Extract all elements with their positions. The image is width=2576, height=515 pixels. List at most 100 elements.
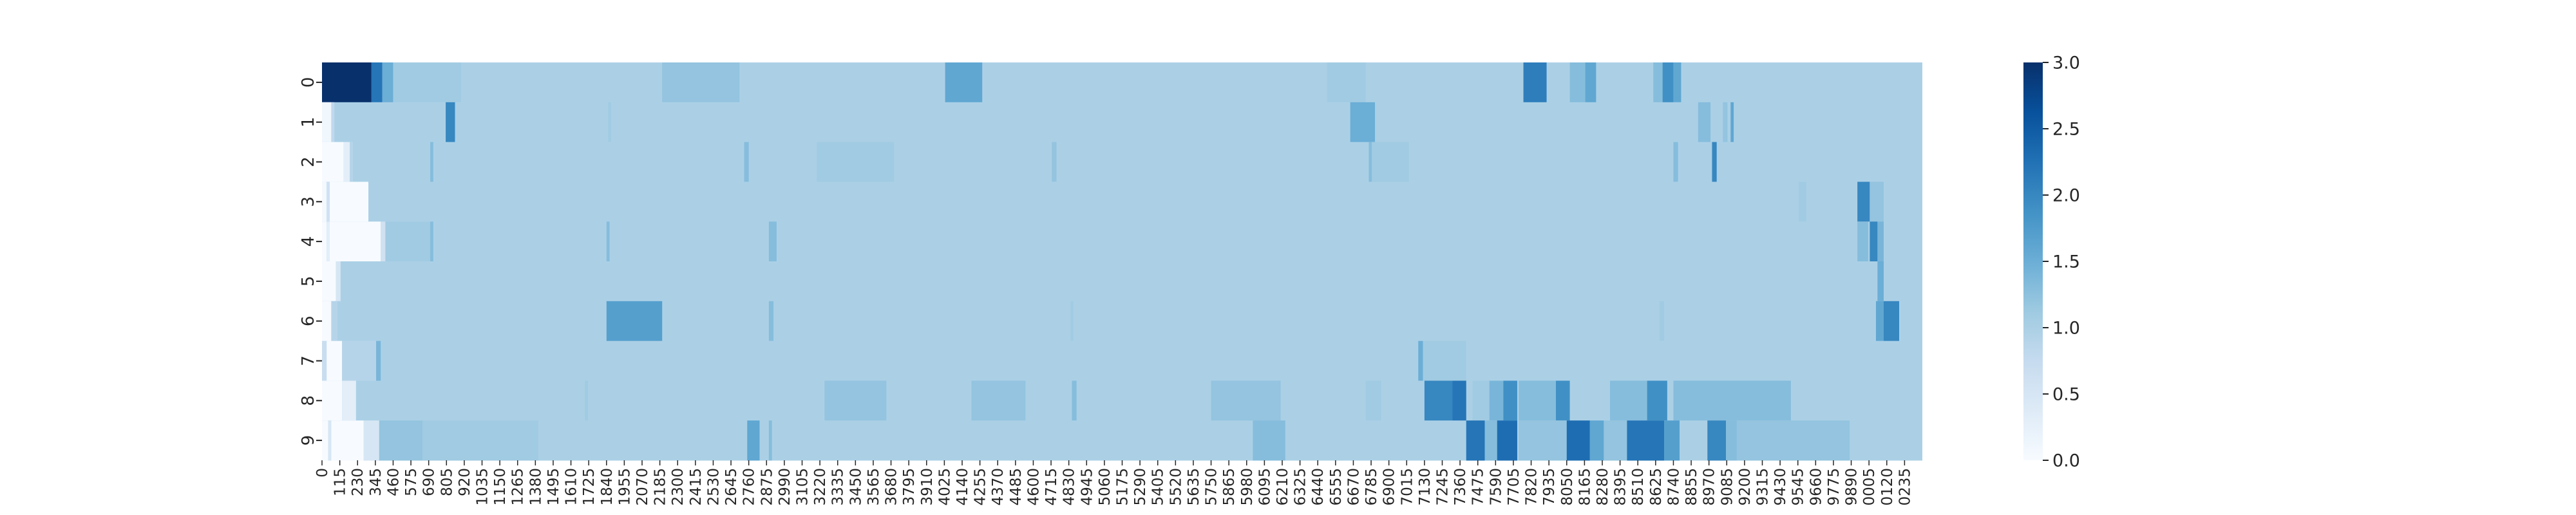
colorbar-tick-label-3: 1.5 xyxy=(2052,252,2080,272)
heatmap-cell-row-5-0 xyxy=(322,261,336,302)
x-tick-label-58: 6670 xyxy=(1345,468,1362,506)
heatmap-cell-row-0-0 xyxy=(322,62,372,103)
x-tick-label-29: 3335 xyxy=(830,468,847,506)
x-tick-label-46: 5290 xyxy=(1132,468,1149,506)
x-tick-label-43: 4945 xyxy=(1079,468,1095,506)
heatmap-cell-row-9-9 xyxy=(1466,420,1485,461)
heatmap-cell-row-0-10 xyxy=(1653,62,1663,103)
y-tick-label-6: 6 xyxy=(299,315,318,326)
heatmap-cell-row-7-5 xyxy=(1423,341,1466,381)
x-tick-label-44: 5060 xyxy=(1097,468,1113,506)
heatmap-cell-row-7-4 xyxy=(1418,341,1423,381)
heatmap-cell-row-4-1 xyxy=(327,221,330,262)
x-tick-label-6: 690 xyxy=(421,468,438,496)
heatmap-cell-row-4-2 xyxy=(330,221,381,262)
x-tick-label-41: 4715 xyxy=(1043,468,1060,506)
heatmap-cell-row-9-4 xyxy=(379,420,423,461)
x-tick-label-52: 5980 xyxy=(1239,468,1256,506)
x-tick-label-88: 0120 xyxy=(1879,468,1896,506)
heatmap-cell-row-4-5 xyxy=(430,221,433,262)
x-tick-label-37: 4255 xyxy=(972,468,989,506)
x-tick-label-62: 7130 xyxy=(1417,468,1434,506)
x-tick-label-17: 1955 xyxy=(616,468,633,506)
x-tick-label-42: 4830 xyxy=(1061,468,1078,506)
heatmap-cell-row-0-7 xyxy=(1523,62,1547,103)
heatmap-cell-row-9-12 xyxy=(1519,420,1567,461)
x-tick-label-56: 6440 xyxy=(1310,468,1327,506)
heatmap-cell-row-8-12 xyxy=(1503,380,1517,421)
x-tick-label-0: 0 xyxy=(314,468,331,478)
x-tick-label-83: 9545 xyxy=(1790,468,1807,506)
heatmap-cell-row-1-2 xyxy=(446,102,455,143)
heatmap-cell-row-0-2 xyxy=(382,62,393,103)
x-tick-label-80: 9200 xyxy=(1737,468,1754,506)
x-tick-label-75: 8625 xyxy=(1648,468,1665,506)
colorbar-tick-label-2: 1.0 xyxy=(2052,318,2080,338)
colorbar-tick-label-0: 0.0 xyxy=(2052,451,2080,471)
heatmap-cell-row-2-5 xyxy=(817,142,895,182)
x-tick-label-68: 7820 xyxy=(1524,468,1540,506)
heatmap-cell-row-3-5 xyxy=(1870,182,1884,222)
x-tick-label-89: 0235 xyxy=(1897,468,1913,506)
x-tick-label-82: 9430 xyxy=(1772,468,1789,506)
heatmap-cells xyxy=(322,62,1922,461)
heatmap-row-5-base xyxy=(322,261,1922,302)
heatmap-cell-row-8-13 xyxy=(1519,380,1556,421)
y-tick-label-1: 1 xyxy=(299,117,318,127)
y-tick-label-5: 5 xyxy=(299,276,318,287)
heatmap-cell-row-7-3 xyxy=(376,341,381,381)
heatmap-cell-row-6-7 xyxy=(1883,301,1899,342)
x-tick-label-27: 3105 xyxy=(795,468,811,506)
heatmap-cell-row-0-1 xyxy=(371,62,383,103)
heatmap-cell-row-8-15 xyxy=(1610,380,1647,421)
x-tick-label-71: 8165 xyxy=(1577,468,1593,506)
x-tick-label-34: 3910 xyxy=(919,468,936,506)
heatmap-cell-row-1-6 xyxy=(1723,102,1728,143)
heatmap-cell-row-0-9 xyxy=(1585,62,1596,103)
x-tick-label-39: 4485 xyxy=(1008,468,1025,506)
heatmap-cell-row-8-14 xyxy=(1555,380,1570,421)
colorbar-ticks: 0.0 0.5 1.0 1.5 2.0 2.5 3.0 xyxy=(2043,53,2080,471)
heatmap-cell-row-5-2 xyxy=(1877,261,1884,302)
y-tick-label-0: 0 xyxy=(299,77,318,88)
heatmap-cell-row-9-8 xyxy=(1253,420,1285,461)
x-tick-label-63: 7245 xyxy=(1435,468,1452,506)
x-tick-label-50: 5750 xyxy=(1204,468,1220,506)
heatmap-cell-row-9-6 xyxy=(747,420,760,461)
colorbar-tick-label-5: 2.5 xyxy=(2052,119,2080,139)
heatmap-cell-row-0-5 xyxy=(945,62,983,103)
heatmap-cell-row-4-10 xyxy=(1877,221,1884,262)
x-tick-label-65: 7475 xyxy=(1470,468,1487,506)
x-tick-label-40: 4600 xyxy=(1025,468,1042,506)
x-tick-label-3: 345 xyxy=(368,468,384,496)
x-tick-label-57: 6555 xyxy=(1328,468,1345,506)
heatmap-cell-row-8-7 xyxy=(1365,380,1381,421)
heatmap-cell-row-4-4 xyxy=(385,221,431,262)
heatmap-cell-row-8-11 xyxy=(1489,380,1504,421)
heatmap-cell-row-8-10 xyxy=(1472,380,1490,421)
x-tick-label-45: 5175 xyxy=(1115,468,1132,506)
heatmap-cell-row-8-2 xyxy=(585,380,588,421)
heatmap-cell-row-9-20 xyxy=(1736,420,1806,461)
heatmap-cell-row-9-5 xyxy=(422,420,539,461)
heatmap-row-4-base xyxy=(322,221,1922,262)
x-tick-label-23: 2645 xyxy=(723,468,740,506)
heatmap-cell-row-2-2 xyxy=(350,142,354,182)
heatmap-cell-row-8-17 xyxy=(1673,380,1791,421)
x-tick-label-11: 1265 xyxy=(510,468,527,506)
heatmap-cell-row-8-5 xyxy=(1072,380,1077,421)
heatmap-cell-row-2-7 xyxy=(1368,142,1372,182)
x-tick-label-20: 2300 xyxy=(670,468,687,506)
heatmap-cell-row-8-4 xyxy=(971,380,1026,421)
x-tick-label-14: 1610 xyxy=(564,468,580,506)
heatmap-cell-row-9-3 xyxy=(363,420,379,461)
x-tick-label-22: 2530 xyxy=(705,468,722,506)
heatmap-cell-row-6-4 xyxy=(1070,301,1074,342)
heatmap-cell-row-2-10 xyxy=(1712,142,1717,182)
heatmap-cell-row-9-11 xyxy=(1497,420,1517,461)
heatmap-cell-row-4-8 xyxy=(1857,221,1868,262)
heatmap-cell-row-2-9 xyxy=(1673,142,1678,182)
x-tick-label-33: 3795 xyxy=(901,468,918,506)
heatmap-row-2-base xyxy=(322,142,1922,182)
heatmap-cell-row-1-3 xyxy=(608,102,611,143)
